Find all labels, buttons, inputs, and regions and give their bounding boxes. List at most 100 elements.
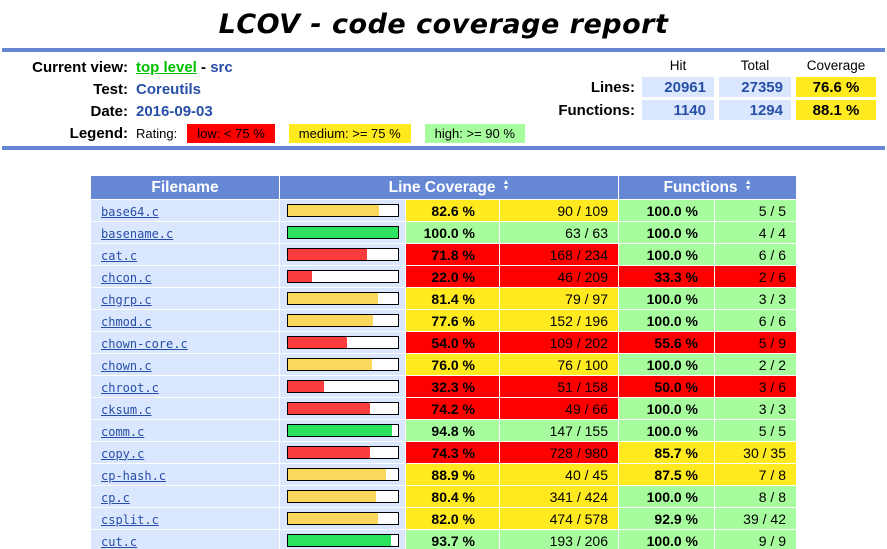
file-link[interactable]: copy.c	[101, 446, 145, 461]
function-coverage-percent: 100.0 %	[619, 420, 714, 441]
top-level-link[interactable]: top level	[136, 58, 197, 76]
function-coverage-ratio: 2 / 6	[715, 266, 796, 287]
filename-cell: copy.c	[91, 442, 279, 463]
line-coverage-ratio: 90 / 109	[500, 200, 618, 221]
function-coverage-ratio: 9 / 9	[715, 530, 796, 549]
file-link[interactable]: base64.c	[101, 204, 159, 219]
legend-high-badge: high: >= 90 %	[424, 123, 525, 143]
table-row: chown.c 76.0 % 76 / 100 100.0 % 2 / 2	[91, 354, 796, 375]
lines-coverage: 76.6 %	[796, 77, 876, 97]
coverage-bar-fill	[288, 315, 374, 326]
coverage-bar-fill	[288, 271, 313, 282]
function-coverage-ratio: 6 / 6	[715, 310, 796, 331]
line-coverage-ratio: 76 / 100	[500, 354, 618, 375]
function-coverage-ratio: 5 / 5	[715, 200, 796, 221]
coverage-bar	[287, 226, 399, 239]
line-coverage-ratio: 79 / 97	[500, 288, 618, 309]
coverage-bar-cell	[280, 354, 405, 375]
functions-column-header[interactable]: Functions ▲ ▼	[619, 176, 796, 199]
current-view-value: top level - src	[136, 59, 233, 76]
function-coverage-ratio: 7 / 8	[715, 464, 796, 485]
file-link[interactable]: comm.c	[101, 424, 145, 439]
test-row: Test: Coreutils	[6, 78, 539, 100]
lines-total: 27359	[719, 77, 791, 97]
coverage-bar	[287, 270, 399, 283]
file-link[interactable]: csplit.c	[101, 512, 159, 527]
filename-cell: chown-core.c	[91, 332, 279, 353]
function-coverage-percent: 50.0 %	[619, 376, 714, 397]
coverage-bar	[287, 314, 399, 327]
filename-column-header: Filename	[91, 176, 279, 199]
line-coverage-ratio: 49 / 66	[500, 398, 618, 419]
file-link[interactable]: chcon.c	[101, 270, 152, 285]
lines-label: Lines:	[590, 78, 635, 96]
function-coverage-ratio: 3 / 3	[715, 398, 796, 419]
function-coverage-ratio: 30 / 35	[715, 442, 796, 463]
coverage-bar-cell	[280, 442, 405, 463]
table-row: cp.c 80.4 % 341 / 424 100.0 % 8 / 8	[91, 486, 796, 507]
file-link[interactable]: cksum.c	[101, 402, 152, 417]
summary-functions-row: Functions: 1140 1294 88.1 %	[558, 100, 876, 120]
coverage-bar-cell	[280, 244, 405, 265]
filename-cell: cat.c	[91, 244, 279, 265]
coverage-bar	[287, 534, 399, 547]
file-link[interactable]: cp-hash.c	[101, 468, 167, 483]
coverage-bar-cell	[280, 508, 405, 529]
filename-cell: cp-hash.c	[91, 464, 279, 485]
function-coverage-percent: 100.0 %	[619, 288, 714, 309]
legend-low-badge: low: < 75 %	[187, 123, 275, 143]
lines-hit: 20961	[642, 77, 714, 97]
summary-hit-header: Hit	[669, 58, 687, 73]
function-coverage-percent: 33.3 %	[619, 266, 714, 287]
file-link[interactable]: cut.c	[101, 534, 138, 549]
test-label: Test:	[93, 80, 128, 98]
table-row: chcon.c 22.0 % 46 / 209 33.3 % 2 / 6	[91, 266, 796, 287]
sort-icon[interactable]: ▲ ▼	[502, 178, 510, 193]
file-link[interactable]: chown-core.c	[101, 336, 188, 351]
current-dir: src	[210, 58, 233, 76]
table-row: chmod.c 77.6 % 152 / 196 100.0 % 6 / 6	[91, 310, 796, 331]
file-link[interactable]: cp.c	[101, 490, 130, 505]
line-coverage-percent: 54.0 %	[406, 332, 499, 353]
file-link[interactable]: chown.c	[101, 358, 152, 373]
coverage-bar-fill	[288, 535, 392, 546]
date-row: Date: 2016-09-03	[6, 100, 539, 122]
table-row: chown-core.c 54.0 % 109 / 202 55.6 % 5 /…	[91, 332, 796, 353]
filename-cell: chroot.c	[91, 376, 279, 397]
page-title: LCOV - code coverage report	[218, 9, 669, 40]
function-coverage-ratio: 2 / 2	[715, 354, 796, 375]
function-coverage-percent: 100.0 %	[619, 398, 714, 419]
line-coverage-percent: 94.8 %	[406, 420, 499, 441]
line-coverage-percent: 74.2 %	[406, 398, 499, 419]
coverage-bar-cell	[280, 310, 405, 331]
sort-icon[interactable]: ▲ ▼	[744, 178, 752, 193]
function-coverage-percent: 55.6 %	[619, 332, 714, 353]
file-link[interactable]: chgrp.c	[101, 292, 152, 307]
coverage-bar-cell	[280, 200, 405, 221]
file-link[interactable]: chmod.c	[101, 314, 152, 329]
legend-row: Legend: Rating: low: < 75 % medium: >= 7…	[6, 122, 539, 144]
line-coverage-column-header[interactable]: Line Coverage ▲ ▼	[280, 176, 618, 199]
file-link[interactable]: cat.c	[101, 248, 138, 263]
coverage-bar-fill	[288, 403, 370, 414]
filename-cell: chown.c	[91, 354, 279, 375]
coverage-bar	[287, 424, 399, 437]
coverage-bar-fill	[288, 447, 370, 458]
function-coverage-percent: 100.0 %	[619, 530, 714, 549]
summary-table: Hit Total Coverage Lines: 20961 27359 76…	[553, 54, 881, 123]
filename-cell: chmod.c	[91, 310, 279, 331]
function-coverage-percent: 100.0 %	[619, 200, 714, 221]
coverage-bar-cell	[280, 266, 405, 287]
function-coverage-ratio: 6 / 6	[715, 244, 796, 265]
table-row: csplit.c 82.0 % 474 / 578 92.9 % 39 / 42	[91, 508, 796, 529]
line-coverage-percent: 76.0 %	[406, 354, 499, 375]
table-row: cp-hash.c 88.9 % 40 / 45 87.5 % 7 / 8	[91, 464, 796, 485]
filename-cell: cksum.c	[91, 398, 279, 419]
file-link[interactable]: basename.c	[101, 226, 174, 241]
coverage-bar-fill	[288, 425, 393, 436]
functions-total: 1294	[719, 100, 791, 120]
file-link[interactable]: chroot.c	[101, 380, 159, 395]
coverage-bar	[287, 512, 399, 525]
filename-cell: cut.c	[91, 530, 279, 549]
